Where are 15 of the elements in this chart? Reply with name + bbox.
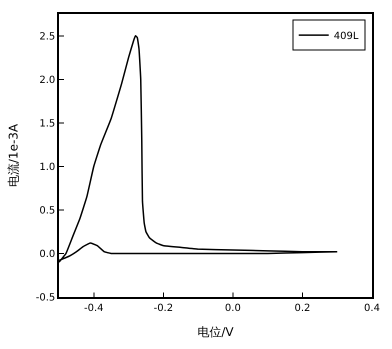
y-tick-label: 1.5 xyxy=(39,118,56,130)
x-tick-label: -0.4 xyxy=(84,302,104,314)
x-tick-label: 0.2 xyxy=(294,302,310,314)
y-tick-label: 0.5 xyxy=(39,205,56,216)
x-tick-label: 0.4 xyxy=(364,302,380,314)
y-tick-label: 0.0 xyxy=(39,248,56,260)
y-tick-label: 2.0 xyxy=(39,74,56,86)
legend-label: 409L xyxy=(334,31,359,42)
x-tick-label: 0.0 xyxy=(224,302,241,314)
y-axis-title: 电流/1e-3A xyxy=(6,123,21,188)
x-axis-title: 电位/V xyxy=(197,325,234,340)
y-tick-label: -0.5 xyxy=(36,292,56,304)
y-tick-label: 2.5 xyxy=(39,31,56,42)
x-tick-label: -0.2 xyxy=(154,302,174,314)
y-tick-label: 1.0 xyxy=(39,162,56,173)
